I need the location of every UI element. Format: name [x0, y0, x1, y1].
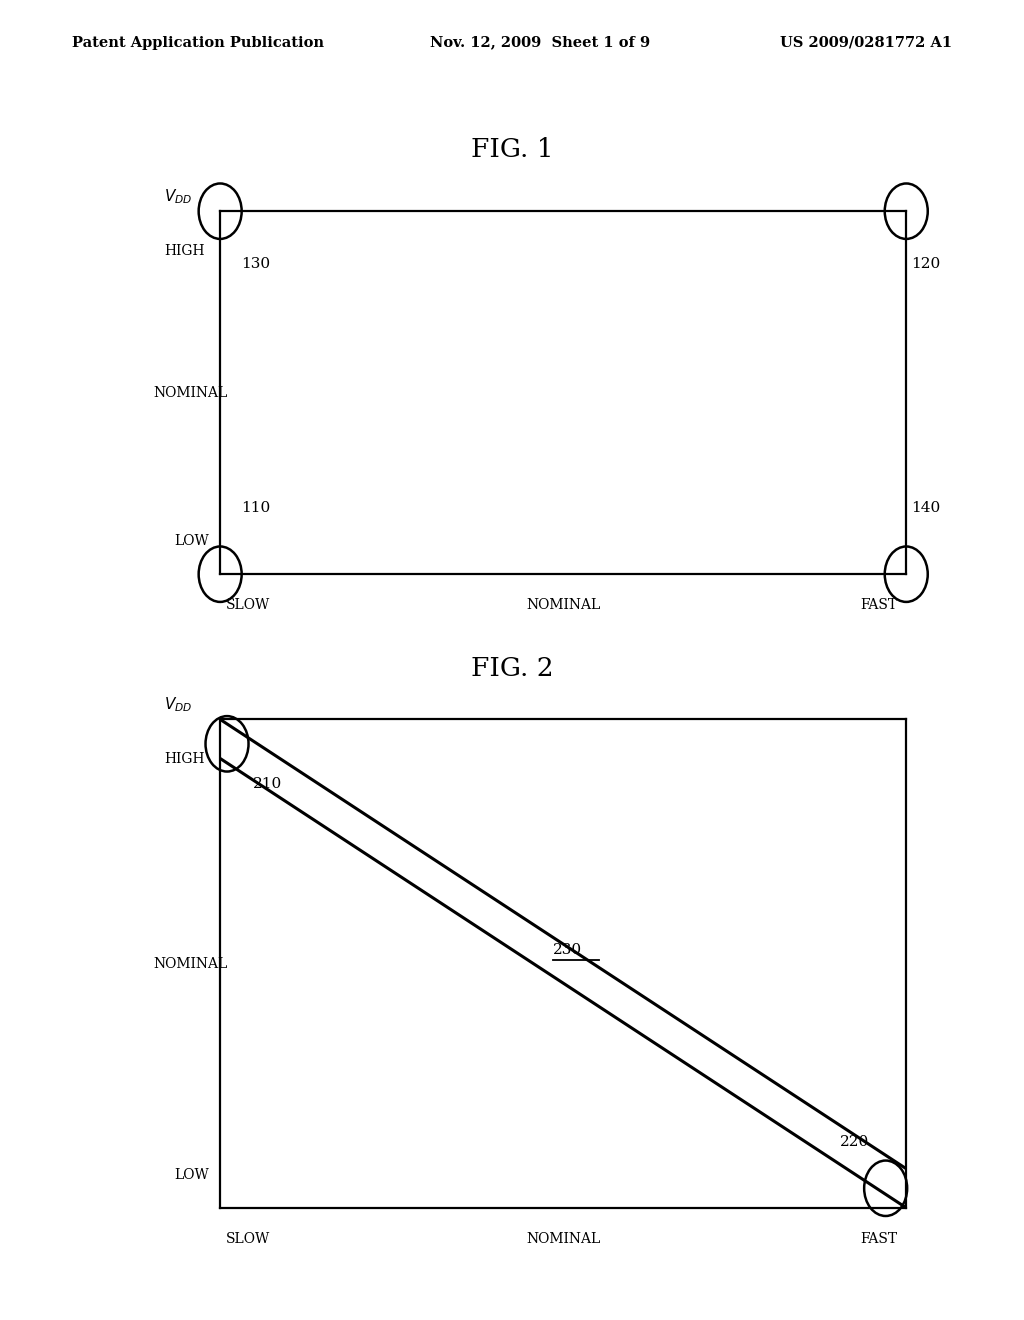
- Text: SLOW: SLOW: [225, 598, 269, 612]
- Text: Patent Application Publication: Patent Application Publication: [72, 36, 324, 50]
- Text: 230: 230: [553, 942, 582, 957]
- Text: FAST: FAST: [860, 1232, 897, 1246]
- Text: NOMINAL: NOMINAL: [526, 1232, 600, 1246]
- Text: LOW: LOW: [174, 535, 209, 548]
- Text: 140: 140: [911, 500, 941, 515]
- Text: LOW: LOW: [174, 1168, 209, 1181]
- Text: US 2009/0281772 A1: US 2009/0281772 A1: [780, 36, 952, 50]
- Text: FIG. 2: FIG. 2: [471, 656, 553, 681]
- Text: NOMINAL: NOMINAL: [154, 957, 228, 970]
- Text: FIG. 1: FIG. 1: [471, 137, 553, 162]
- Text: SLOW: SLOW: [225, 1232, 269, 1246]
- Text: HIGH: HIGH: [164, 752, 205, 767]
- Text: $V_{DD}$: $V_{DD}$: [164, 187, 193, 206]
- Text: Nov. 12, 2009  Sheet 1 of 9: Nov. 12, 2009 Sheet 1 of 9: [430, 36, 650, 50]
- Text: 210: 210: [253, 776, 282, 791]
- Text: NOMINAL: NOMINAL: [526, 598, 600, 612]
- Text: 120: 120: [911, 257, 941, 272]
- Text: 130: 130: [241, 257, 269, 272]
- Text: FAST: FAST: [860, 598, 897, 612]
- Text: 110: 110: [241, 500, 270, 515]
- Text: $V_{DD}$: $V_{DD}$: [164, 696, 193, 714]
- Text: 220: 220: [840, 1135, 868, 1148]
- Text: NOMINAL: NOMINAL: [154, 385, 228, 400]
- Text: HIGH: HIGH: [164, 244, 205, 259]
